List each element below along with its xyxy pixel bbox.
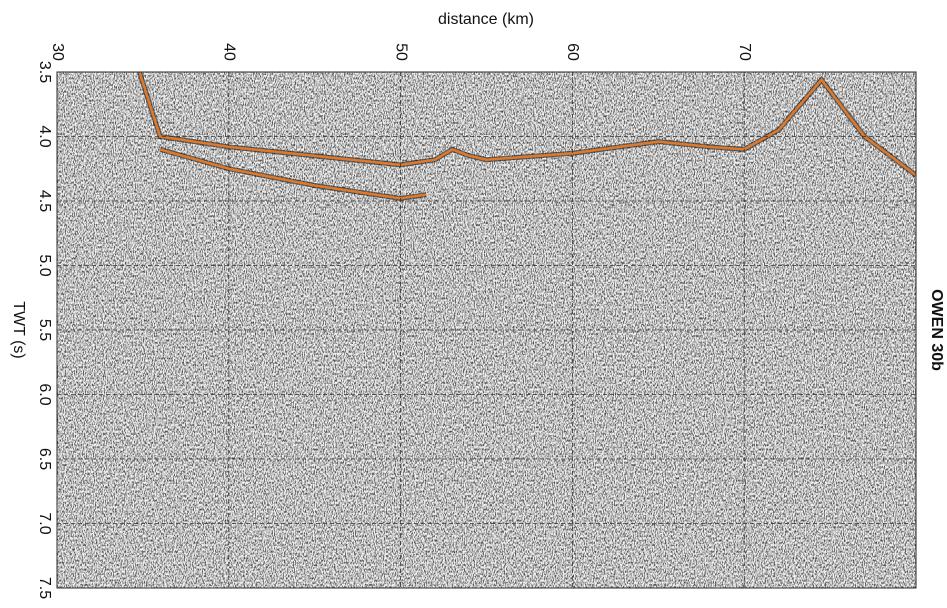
y-tick-label: 6.0	[36, 383, 53, 405]
x-tick-label: 60	[564, 43, 581, 61]
y-axis-title: TWT (s)	[10, 301, 27, 358]
plot-area	[137, 72, 916, 201]
y-tick-label: 7.0	[36, 512, 53, 534]
y-tick-label: 6.5	[36, 448, 53, 470]
x-tick-label: 40	[221, 43, 238, 61]
y-tick-label: 5.0	[36, 254, 53, 276]
x-tick-label: 50	[392, 43, 409, 61]
y-tick-label: 5.5	[36, 319, 53, 341]
x-axis-title: distance (km)	[438, 11, 534, 28]
y-tick-label: 7.5	[36, 577, 53, 599]
x-tick-label: 30	[49, 43, 66, 61]
y-tick-label: 4.5	[36, 190, 53, 212]
chart-title: OWEN 30b	[928, 289, 945, 371]
y-tick-label: 3.5	[36, 61, 53, 83]
horizon	[138, 72, 916, 177]
y-tick-label: 4.0	[36, 125, 53, 147]
x-tick-label: 70	[736, 43, 753, 61]
horizon	[159, 148, 427, 200]
